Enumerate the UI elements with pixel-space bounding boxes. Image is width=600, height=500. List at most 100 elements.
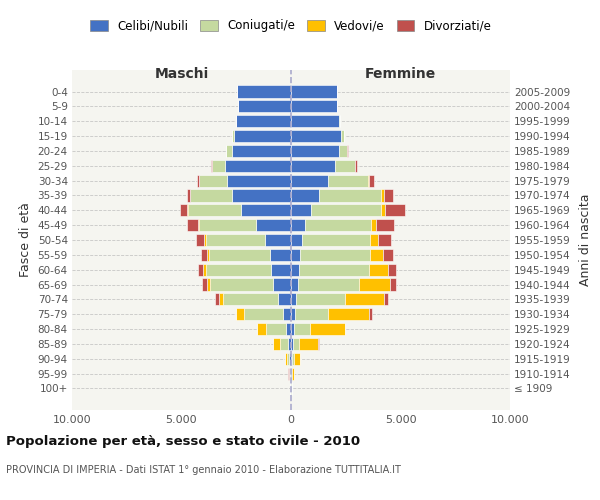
Bar (190, 190, 232, 202)
Bar (232, 130, 234, 142)
Bar (368, 174, 370, 186)
Bar (210, 278, 274, 290)
Bar (291, 86, 337, 98)
Bar (291, 145, 339, 157)
Bar (299, 264, 369, 276)
Bar (198, 219, 199, 231)
Bar (206, 264, 271, 276)
Bar (215, 294, 219, 306)
Bar (290, 368, 291, 380)
Bar (293, 338, 299, 350)
Bar (271, 264, 291, 276)
Bar (310, 323, 344, 335)
Bar (355, 160, 357, 172)
Bar (291, 308, 295, 320)
Bar (289, 368, 290, 380)
Bar (286, 323, 291, 335)
Bar (223, 294, 278, 306)
Bar (283, 308, 291, 320)
Bar (290, 382, 291, 394)
Bar (311, 204, 381, 216)
Bar (196, 234, 205, 246)
Bar (199, 174, 227, 186)
Bar (370, 174, 374, 186)
Bar (256, 219, 291, 231)
Bar (187, 219, 198, 231)
Bar (384, 190, 393, 202)
Bar (292, 368, 293, 380)
Bar (291, 160, 335, 172)
Bar (294, 352, 299, 365)
Bar (369, 264, 388, 276)
Bar (347, 145, 348, 157)
Bar (187, 190, 190, 202)
Bar (202, 278, 206, 290)
Bar (344, 294, 384, 306)
Bar (305, 219, 371, 231)
Bar (274, 278, 291, 290)
Bar (236, 115, 291, 128)
Bar (344, 323, 346, 335)
Bar (291, 174, 328, 186)
Bar (381, 204, 385, 216)
Bar (291, 130, 341, 142)
Bar (370, 234, 377, 246)
Text: Femmine: Femmine (365, 67, 436, 81)
Bar (257, 323, 266, 335)
Bar (232, 190, 291, 202)
Bar (335, 160, 355, 172)
Bar (381, 190, 384, 202)
Bar (188, 204, 241, 216)
Bar (270, 249, 291, 261)
Bar (236, 308, 244, 320)
Bar (291, 352, 292, 365)
Bar (291, 204, 311, 216)
Text: PROVINCIA DI IMPERIA - Dati ISTAT 1° gennaio 2010 - Elaborazione TUTTITALIA.IT: PROVINCIA DI IMPERIA - Dati ISTAT 1° gen… (6, 465, 401, 475)
Bar (294, 323, 310, 335)
Text: Popolazione per età, sesso e stato civile - 2010: Popolazione per età, sesso e stato civil… (6, 435, 360, 448)
Y-axis label: Fasce di età: Fasce di età (19, 202, 32, 278)
Bar (198, 264, 203, 276)
Bar (291, 323, 294, 335)
Bar (385, 204, 405, 216)
Bar (232, 145, 291, 157)
Bar (238, 100, 291, 112)
Bar (211, 160, 212, 172)
Bar (299, 338, 319, 350)
Bar (266, 323, 286, 335)
Bar (199, 219, 256, 231)
Bar (377, 234, 391, 246)
Bar (280, 338, 289, 350)
Bar (296, 294, 344, 306)
Bar (286, 352, 287, 365)
Y-axis label: Anni di nascita: Anni di nascita (579, 194, 592, 286)
Bar (180, 204, 187, 216)
Bar (241, 204, 291, 216)
Bar (203, 264, 206, 276)
Bar (341, 130, 344, 142)
Bar (291, 294, 296, 306)
Bar (291, 190, 319, 202)
Bar (339, 145, 347, 157)
Bar (298, 278, 359, 290)
Bar (227, 174, 291, 186)
Bar (291, 264, 299, 276)
Legend: Celibi/Nubili, Coniugati/e, Vedovi/e, Divorziati/e: Celibi/Nubili, Coniugati/e, Vedovi/e, Di… (86, 14, 496, 37)
Bar (291, 338, 293, 350)
Bar (278, 294, 291, 306)
Bar (371, 219, 376, 231)
Bar (328, 174, 368, 186)
Text: Maschi: Maschi (154, 67, 209, 81)
Bar (206, 278, 210, 290)
Bar (359, 278, 389, 290)
Bar (300, 249, 370, 261)
Bar (209, 249, 270, 261)
Bar (287, 352, 289, 365)
Bar (238, 86, 291, 98)
Bar (200, 249, 207, 261)
Bar (295, 308, 328, 320)
Bar (226, 145, 232, 157)
Bar (205, 234, 206, 246)
Bar (234, 130, 291, 142)
Bar (302, 234, 370, 246)
